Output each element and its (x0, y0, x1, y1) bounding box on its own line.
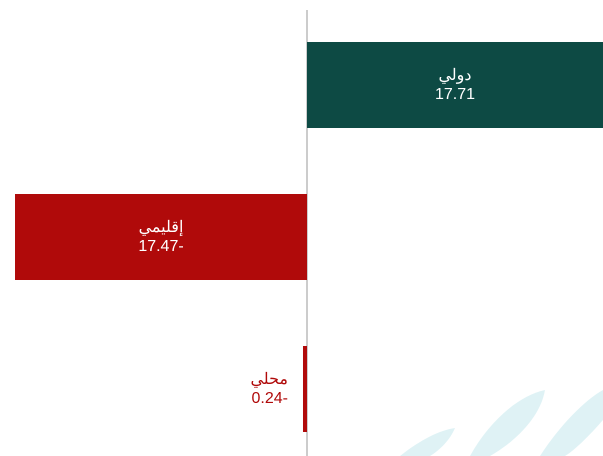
category-label: إقليمي (139, 219, 184, 236)
watermark-leaf (470, 390, 545, 456)
watermark-leaf (400, 428, 455, 456)
category-label: دولي (438, 67, 471, 84)
watermark-leaf (540, 390, 603, 456)
bar (302, 346, 307, 432)
bar (307, 42, 603, 128)
value-label: 0.24- (252, 390, 288, 407)
watermark (400, 390, 603, 456)
value-label: 17.47- (138, 238, 183, 255)
value-label: 17.71 (435, 86, 475, 103)
category-label: محلي (250, 371, 288, 388)
bar (15, 194, 308, 280)
